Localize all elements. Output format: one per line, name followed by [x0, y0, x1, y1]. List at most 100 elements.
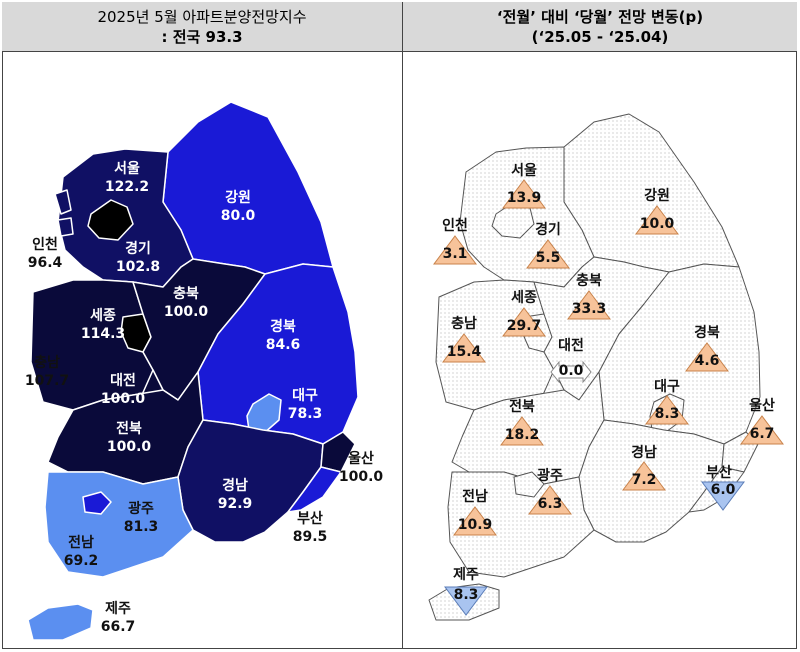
- region-label-chungnam: 충남 107.7: [25, 354, 69, 390]
- up-triangle-icon: [567, 290, 611, 320]
- right-name-daejeon: 대전: [558, 338, 584, 354]
- change-marker-chungbuk: 33.3: [567, 290, 611, 320]
- right-name-gangwon: 강원: [644, 188, 670, 204]
- region-value: 81.3: [123, 519, 159, 535]
- left-header-title: 2025년 5월 아파트분양전망지수: [97, 8, 307, 26]
- region-ulsan-shape: [320, 431, 356, 473]
- right-name-seoul: 서울: [511, 163, 537, 179]
- change-value: 15.4: [446, 344, 482, 360]
- change-value: 33.3: [571, 301, 607, 317]
- change-value: 6.0: [710, 482, 736, 498]
- up-triangle-icon: [500, 416, 544, 446]
- region-incheon-island-2: [57, 217, 74, 237]
- region-label-chungbuk: 충북 100.0: [164, 285, 208, 321]
- region-value: 84.6: [265, 337, 301, 353]
- region-label-jeonnam: 전남 69.2: [64, 534, 99, 570]
- region-name: 제주: [105, 601, 131, 617]
- change-value: 6.3: [537, 496, 563, 512]
- right-name-chungbuk: 충북: [576, 273, 602, 289]
- region-label-gyeonggi: 경기 102.8: [116, 240, 160, 276]
- up-triangle-icon: [635, 205, 679, 235]
- change-value: 4.6: [694, 353, 720, 369]
- down-triangle-icon: [701, 481, 745, 511]
- region-name: 세종: [90, 308, 116, 324]
- change-value: 13.9: [506, 190, 542, 206]
- change-value: 10.9: [457, 517, 493, 533]
- change-value: 7.2: [631, 472, 657, 488]
- change-marker-incheon: 3.1: [433, 235, 477, 265]
- region-value: 69.2: [63, 553, 99, 569]
- region-name: 전남: [68, 535, 94, 551]
- change-marker-chungnam: 15.4: [442, 333, 486, 363]
- right-name-jeonnam: 전남: [462, 489, 488, 505]
- change-value: 10.0: [639, 216, 675, 232]
- region-label-gyeongnam: 경남 92.9: [218, 477, 253, 513]
- region-name: 인천: [32, 237, 58, 253]
- region-name: 광주: [128, 501, 154, 517]
- up-triangle-icon: [622, 461, 666, 491]
- change-marker-jeju: 8.3: [444, 586, 488, 616]
- region-value: 122.2: [104, 179, 150, 195]
- right-name-chungnam: 충남: [451, 316, 477, 332]
- region-value: 80.0: [220, 208, 256, 224]
- up-triangle-icon: [685, 342, 729, 372]
- region-value: 100.0: [106, 439, 152, 455]
- region-busan-shape: [287, 466, 342, 513]
- right-name-gyeongnam: 경남: [631, 445, 657, 461]
- up-triangle-icon: [526, 239, 570, 269]
- region-jeju-shape: [27, 603, 94, 641]
- region-name: 전북: [116, 421, 142, 437]
- right-name-jeonbuk: 전북: [509, 399, 535, 415]
- up-triangle-icon: [453, 506, 497, 536]
- left-header-national-index: : 전국 93.3: [161, 28, 243, 46]
- change-marker-gwangju: 6.3: [528, 485, 572, 515]
- change-marker-jeonbuk: 18.2: [500, 416, 544, 446]
- region-name: 충남: [34, 355, 60, 371]
- region-label-busan: 부산 89.5: [293, 510, 328, 546]
- up-triangle-icon: [433, 235, 477, 265]
- region-label-jeonbuk: 전북 100.0: [107, 420, 151, 456]
- change-marker-gyeongnam: 7.2: [622, 461, 666, 491]
- down-triangle-icon: [444, 586, 488, 616]
- right-name-jeju: 제주: [453, 567, 479, 583]
- right-change-map: 서울 13.9 강원 10.0 인천 3.1 경기 5.5 충북 33.3 세종…: [404, 52, 796, 648]
- change-value: 3.1: [442, 246, 468, 262]
- region-value: 107.7: [24, 373, 70, 389]
- region-value: 96.4: [27, 255, 63, 271]
- region-name: 경남: [222, 478, 248, 494]
- change-value: 18.2: [504, 427, 540, 443]
- change-marker-gangwon: 10.0: [635, 205, 679, 235]
- region-gwangju-shape: [82, 491, 112, 515]
- up-triangle-icon: [502, 179, 546, 209]
- no-change-arrow-icon: [550, 360, 592, 384]
- change-marker-daejeon: 0.0: [549, 357, 593, 387]
- change-marker-daegu: 8.3: [645, 395, 689, 425]
- right-name-busan: 부산: [706, 465, 732, 481]
- region-label-daejeon: 대전 100.0: [101, 372, 145, 408]
- up-triangle-icon: [740, 415, 784, 445]
- up-triangle-icon: [442, 333, 486, 363]
- region-label-gyeongbuk: 경북 84.6: [266, 318, 301, 354]
- region-name: 경기: [125, 241, 151, 257]
- change-marker-jeonnam: 10.9: [453, 506, 497, 536]
- region-name: 충북: [173, 286, 199, 302]
- region-daegu-shape: [246, 393, 282, 435]
- right-name-ulsan: 울산: [749, 398, 775, 414]
- region-jeonnam-shape: [44, 471, 194, 578]
- region-label-daegu: 대구 78.3: [288, 387, 323, 423]
- region-value: 100.0: [100, 391, 146, 407]
- change-marker-busan: 6.0: [701, 481, 745, 511]
- right-region-gwangju-shape: [513, 471, 545, 498]
- right-name-daegu: 대구: [654, 379, 680, 395]
- up-triangle-icon: [645, 395, 689, 425]
- change-marker-ulsan: 6.7: [740, 415, 784, 445]
- region-value: 102.8: [115, 259, 161, 275]
- panel-divider: [402, 2, 403, 649]
- region-value: 66.7: [100, 619, 136, 635]
- right-header-title: ‘전월’ 대비 ‘당월’ 전망 변동(p): [496, 8, 704, 26]
- change-marker-seoul: 13.9: [502, 179, 546, 209]
- right-header-period: (‘25.05 - ‘25.04): [531, 28, 669, 46]
- region-name: 울산: [348, 451, 374, 467]
- change-value: 0.0: [558, 363, 584, 379]
- left-index-map: 서울 122.2 강원 80.0 인천 96.4 경기 102.8 충북 100…: [3, 52, 401, 648]
